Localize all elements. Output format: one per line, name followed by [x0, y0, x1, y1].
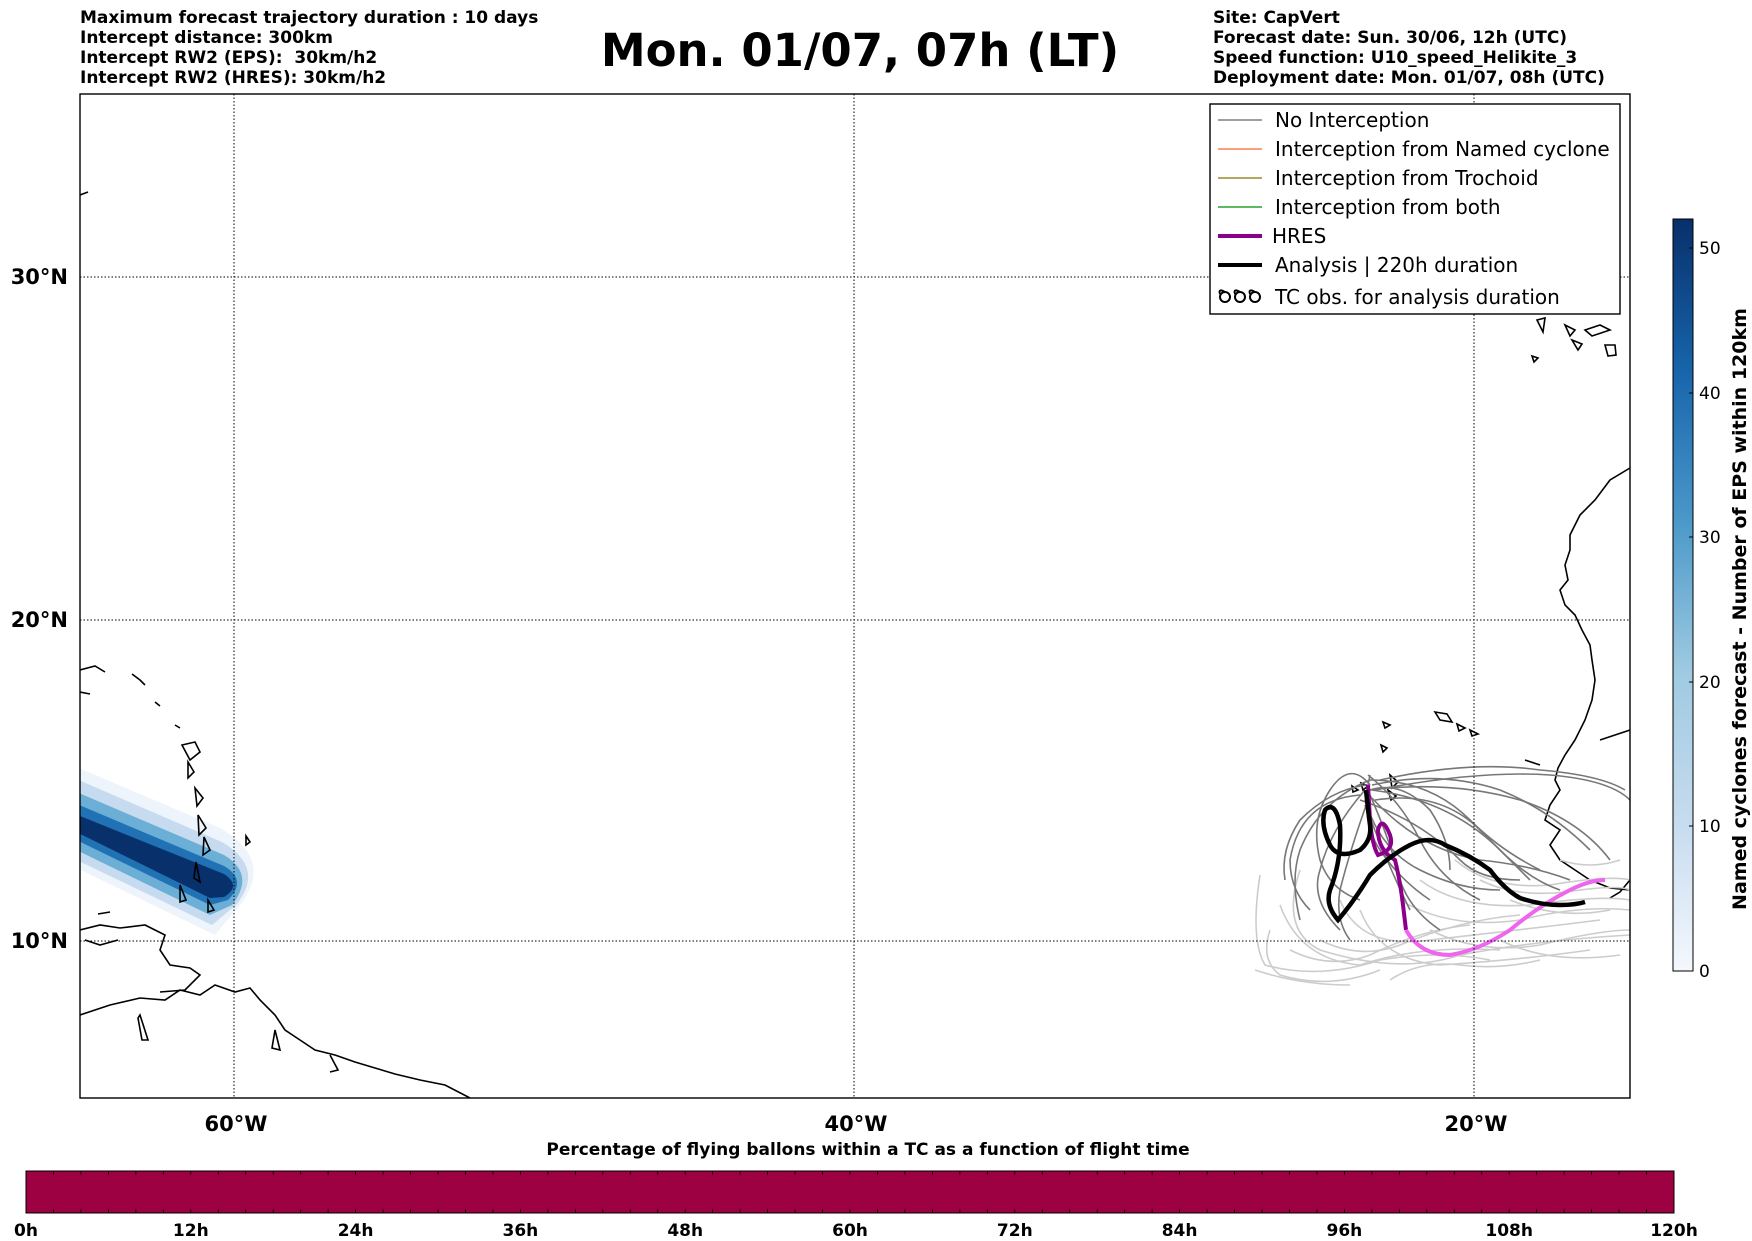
header-right-line: Site: CapVert	[1213, 8, 1340, 28]
bottom-colorbar-title: Percentage of flying ballons within a TC…	[546, 1140, 1190, 1160]
legend-label: Interception from both	[1275, 195, 1501, 219]
cyclone-density-band	[80, 768, 254, 935]
header-left-info: Maximum forecast trajectory duration : 1…	[80, 8, 538, 88]
legend-label: Analysis | 220h duration	[1275, 253, 1518, 277]
lat-label-30: 30°N	[11, 265, 68, 289]
right-colorbar-gradient	[1672, 218, 1694, 972]
bottom-colorbar-tick: 60h	[832, 1221, 868, 1241]
bottom-colorbar-ticks	[53, 1171, 1647, 1213]
header-right-info: Site: CapVert Forecast date: Sun. 30/06,…	[1213, 8, 1605, 88]
map-frame	[79, 93, 1631, 1099]
header-left-line: Maximum forecast trajectory duration : 1…	[80, 8, 539, 28]
legend-box	[1209, 103, 1621, 315]
header-right-line: Forecast date: Sun. 30/06, 12h (UTC)	[1213, 28, 1568, 48]
coastlines	[80, 191, 1630, 1098]
lat-label-20: 20°N	[11, 608, 68, 632]
right-colorbar-label: Named cyclones forecast - Number of EPS …	[1729, 308, 1751, 910]
bottom-colorbar-tick: 84h	[1162, 1221, 1198, 1241]
header-left-line: Intercept RW2 (EPS): 30km/h2	[80, 48, 378, 68]
legend-label: No Interception	[1275, 108, 1429, 132]
lon-label-20w: 20°W	[1445, 1112, 1508, 1136]
map-title: Mon. 01/07, 07h (LT)	[600, 24, 1120, 77]
bottom-colorbar-tick: 120h	[1650, 1221, 1698, 1241]
cyclone-symbol-icon	[1218, 289, 1261, 303]
right-colorbar-tick: 50	[1699, 239, 1721, 259]
hres-trajectory-late	[1404, 878, 1606, 958]
hres-trajectory-early	[1366, 784, 1408, 931]
eps-trajectories-late	[1254, 859, 1630, 986]
header-right-line: Speed function: U10_speed_Helikite_3	[1213, 48, 1578, 68]
bottom-colorbar-tick: 72h	[997, 1221, 1033, 1241]
header-left-line: Intercept distance: 300km	[80, 28, 333, 48]
bottom-colorbar-tick: 36h	[503, 1221, 539, 1241]
analysis-trajectory	[1321, 789, 1586, 924]
bottom-colorbar-tick: 108h	[1485, 1221, 1533, 1241]
right-colorbar-tick: 10	[1699, 817, 1721, 837]
lat-label-10: 10°N	[11, 929, 68, 953]
legend-label: Interception from Named cyclone	[1275, 137, 1610, 161]
right-colorbar-tick: 0	[1699, 962, 1710, 982]
legend: No Interception Interception from Named …	[1209, 103, 1621, 315]
bottom-colorbar: 0h 12h 24h 36h 48h 60h 72h 84h 96h 108h …	[14, 1170, 1698, 1241]
bottom-colorbar-tick: 12h	[173, 1221, 209, 1241]
bottom-colorbar-bar	[25, 1170, 1675, 1214]
right-colorbar-tick: 40	[1699, 384, 1721, 404]
right-colorbar-tick: 20	[1699, 673, 1721, 693]
header-left-line: Intercept RW2 (HRES): 30km/h2	[80, 68, 387, 88]
lon-label-60w: 60°W	[205, 1112, 268, 1136]
legend-label: Interception from Trochoid	[1275, 166, 1539, 190]
lon-label-40w: 40°W	[825, 1112, 888, 1136]
legend-label: TC obs. for analysis duration	[1274, 285, 1560, 309]
right-colorbar-tick: 30	[1699, 528, 1721, 548]
bottom-colorbar-tick: 96h	[1327, 1221, 1363, 1241]
gridlines	[80, 94, 1630, 1098]
header-right-line: Deployment date: Mon. 01/07, 08h (UTC)	[1213, 68, 1605, 88]
right-colorbar: 0 10 20 30 40 50 Named cyclones forecast…	[1672, 218, 1751, 982]
legend-label: HRES	[1272, 224, 1326, 248]
bottom-colorbar-tick: 0h	[14, 1221, 38, 1241]
bottom-colorbar-tick: 24h	[338, 1221, 374, 1241]
bottom-colorbar-tick: 48h	[667, 1221, 703, 1241]
